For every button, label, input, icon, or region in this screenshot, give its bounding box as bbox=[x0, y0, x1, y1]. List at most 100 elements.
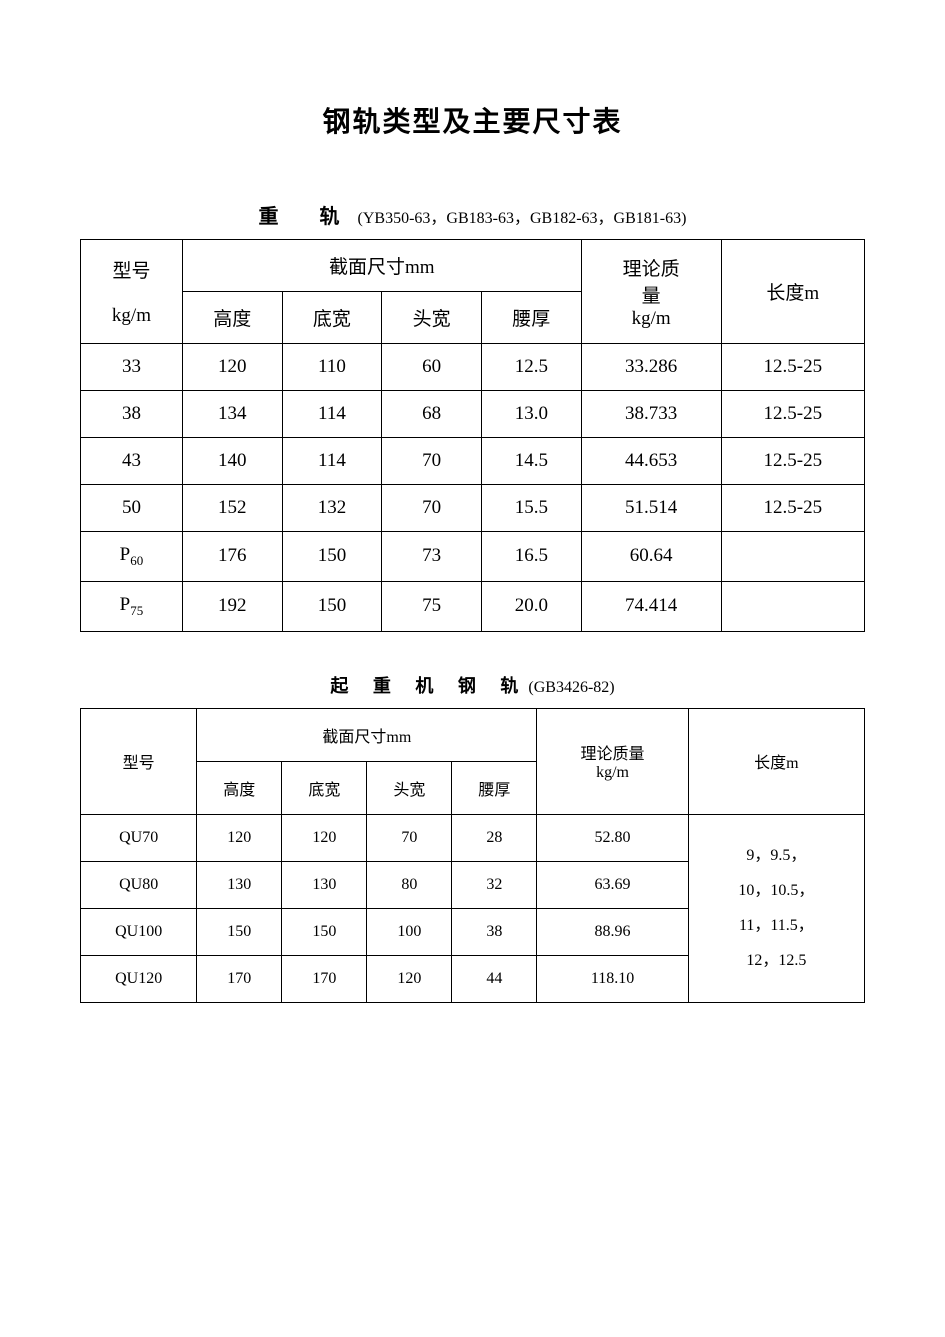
col-waist-thick: 腰厚 bbox=[481, 292, 581, 344]
cell-hw: 60 bbox=[382, 344, 482, 391]
col-mass: 理论质量 kg/m bbox=[537, 708, 688, 814]
cell-mass: 63.69 bbox=[537, 861, 688, 908]
cell-hw: 70 bbox=[382, 438, 482, 485]
table-row: QU70 120 120 70 28 52.80 9，9.5，10，10.5，1… bbox=[81, 814, 865, 861]
cell-hw: 73 bbox=[382, 532, 482, 582]
cell-bw: 130 bbox=[282, 861, 367, 908]
cell-h: 152 bbox=[182, 485, 282, 532]
cell-hw: 70 bbox=[367, 814, 452, 861]
cell-h: 192 bbox=[182, 581, 282, 631]
col-model: 型号 kg/m bbox=[81, 240, 183, 344]
cell-mass: 38.733 bbox=[581, 391, 721, 438]
cell-model: QU120 bbox=[81, 955, 197, 1002]
table2-heading-bold: 起 重 机 钢 轨 bbox=[330, 676, 528, 696]
col-section: 截面尺寸mm bbox=[197, 708, 537, 761]
cell-wt: 28 bbox=[452, 814, 537, 861]
table1-head: 型号 kg/m 截面尺寸mm 理论质 量 kg/m 长度m 高度 底宽 头宽 腰… bbox=[81, 240, 865, 344]
cell-model: 43 bbox=[81, 438, 183, 485]
cell-h: 176 bbox=[182, 532, 282, 582]
col-height: 高度 bbox=[182, 292, 282, 344]
cell-len bbox=[721, 532, 864, 582]
cell-h: 134 bbox=[182, 391, 282, 438]
cell-hw: 70 bbox=[382, 485, 482, 532]
cell-bw: 114 bbox=[282, 438, 382, 485]
cell-mass: 88.96 bbox=[537, 908, 688, 955]
cell-mass: 118.10 bbox=[537, 955, 688, 1002]
heavy-rail-table: 型号 kg/m 截面尺寸mm 理论质 量 kg/m 长度m 高度 底宽 头宽 腰… bbox=[80, 239, 865, 632]
cell-mass: 74.414 bbox=[581, 581, 721, 631]
model-sub: 75 bbox=[130, 603, 143, 618]
col-length: 长度m bbox=[688, 708, 864, 814]
col-mass-line1: 理论质量 bbox=[581, 746, 645, 763]
table2-body: QU70 120 120 70 28 52.80 9，9.5，10，10.5，1… bbox=[81, 814, 865, 1002]
col-height: 高度 bbox=[197, 761, 282, 814]
cell-h: 140 bbox=[182, 438, 282, 485]
cell-wt: 38 bbox=[452, 908, 537, 955]
col-mass-line3: kg/m bbox=[632, 308, 671, 329]
cell-len: 12.5-25 bbox=[721, 485, 864, 532]
cell-bw: 120 bbox=[282, 814, 367, 861]
page: 钢轨类型及主要尺寸表 重 轨(YB350-63，GB183-63，GB182-6… bbox=[0, 0, 945, 1103]
cell-bw: 110 bbox=[282, 344, 382, 391]
col-mass-line1: 理论质 bbox=[623, 259, 680, 280]
table1-heading: 重 轨(YB350-63，GB183-63，GB182-63，GB181-63) bbox=[80, 200, 865, 229]
col-head-width: 头宽 bbox=[382, 292, 482, 344]
col-length: 长度m bbox=[721, 240, 864, 344]
cell-len: 12.5-25 bbox=[721, 344, 864, 391]
col-head-width: 头宽 bbox=[367, 761, 452, 814]
cell-mass: 33.286 bbox=[581, 344, 721, 391]
cell-hw: 80 bbox=[367, 861, 452, 908]
col-base-width: 底宽 bbox=[282, 292, 382, 344]
cell-h: 130 bbox=[197, 861, 282, 908]
col-waist-thick: 腰厚 bbox=[452, 761, 537, 814]
cell-hw: 100 bbox=[367, 908, 452, 955]
table-row: P75 192 150 75 20.0 74.414 bbox=[81, 581, 865, 631]
col-mass: 理论质 量 kg/m bbox=[581, 240, 721, 344]
cell-wt: 12.5 bbox=[481, 344, 581, 391]
cell-model: P60 bbox=[81, 532, 183, 582]
cell-wt: 20.0 bbox=[481, 581, 581, 631]
cell-wt: 16.5 bbox=[481, 532, 581, 582]
cell-hw: 120 bbox=[367, 955, 452, 1002]
table1-heading-bold: 重 轨 bbox=[259, 206, 358, 228]
cell-bw: 150 bbox=[282, 581, 382, 631]
col-model-line1: 型号 bbox=[112, 261, 150, 282]
table-row: 43 140 114 70 14.5 44.653 12.5-25 bbox=[81, 438, 865, 485]
col-model: 型号 bbox=[81, 708, 197, 814]
cell-mass: 44.653 bbox=[581, 438, 721, 485]
cell-len-merged: 9，9.5，10，10.5，11，11.5，12，12.5 bbox=[688, 814, 864, 1002]
table2-head: 型号 截面尺寸mm 理论质量 kg/m 长度m 高度 底宽 头宽 腰厚 bbox=[81, 708, 865, 814]
table-row: 33 120 110 60 12.5 33.286 12.5-25 bbox=[81, 344, 865, 391]
cell-mass: 51.514 bbox=[581, 485, 721, 532]
page-title: 钢轨类型及主要尺寸表 bbox=[80, 100, 865, 140]
table-row: 50 152 132 70 15.5 51.514 12.5-25 bbox=[81, 485, 865, 532]
model-sub: 60 bbox=[130, 553, 143, 568]
model-pre: P bbox=[120, 544, 131, 565]
cell-wt: 13.0 bbox=[481, 391, 581, 438]
col-base-width: 底宽 bbox=[282, 761, 367, 814]
cell-model: 38 bbox=[81, 391, 183, 438]
cell-model: 50 bbox=[81, 485, 183, 532]
cell-bw: 114 bbox=[282, 391, 382, 438]
cell-h: 170 bbox=[197, 955, 282, 1002]
cell-h: 120 bbox=[182, 344, 282, 391]
cell-wt: 15.5 bbox=[481, 485, 581, 532]
table-row: 38 134 114 68 13.0 38.733 12.5-25 bbox=[81, 391, 865, 438]
cell-hw: 68 bbox=[382, 391, 482, 438]
col-mass-line2: 量 bbox=[642, 286, 661, 307]
col-model-line2: kg/m bbox=[112, 305, 151, 326]
table-row: P60 176 150 73 16.5 60.64 bbox=[81, 532, 865, 582]
cell-mass: 52.80 bbox=[537, 814, 688, 861]
cell-bw: 170 bbox=[282, 955, 367, 1002]
cell-model: QU80 bbox=[81, 861, 197, 908]
cell-bw: 132 bbox=[282, 485, 382, 532]
cell-model: QU100 bbox=[81, 908, 197, 955]
col-mass-line2: kg/m bbox=[596, 764, 629, 781]
cell-model: QU70 bbox=[81, 814, 197, 861]
table-row: 型号 截面尺寸mm 理论质量 kg/m 长度m bbox=[81, 708, 865, 761]
cell-h: 150 bbox=[197, 908, 282, 955]
col-section: 截面尺寸mm bbox=[182, 240, 581, 292]
cell-model: 33 bbox=[81, 344, 183, 391]
cell-wt: 32 bbox=[452, 861, 537, 908]
cell-mass: 60.64 bbox=[581, 532, 721, 582]
